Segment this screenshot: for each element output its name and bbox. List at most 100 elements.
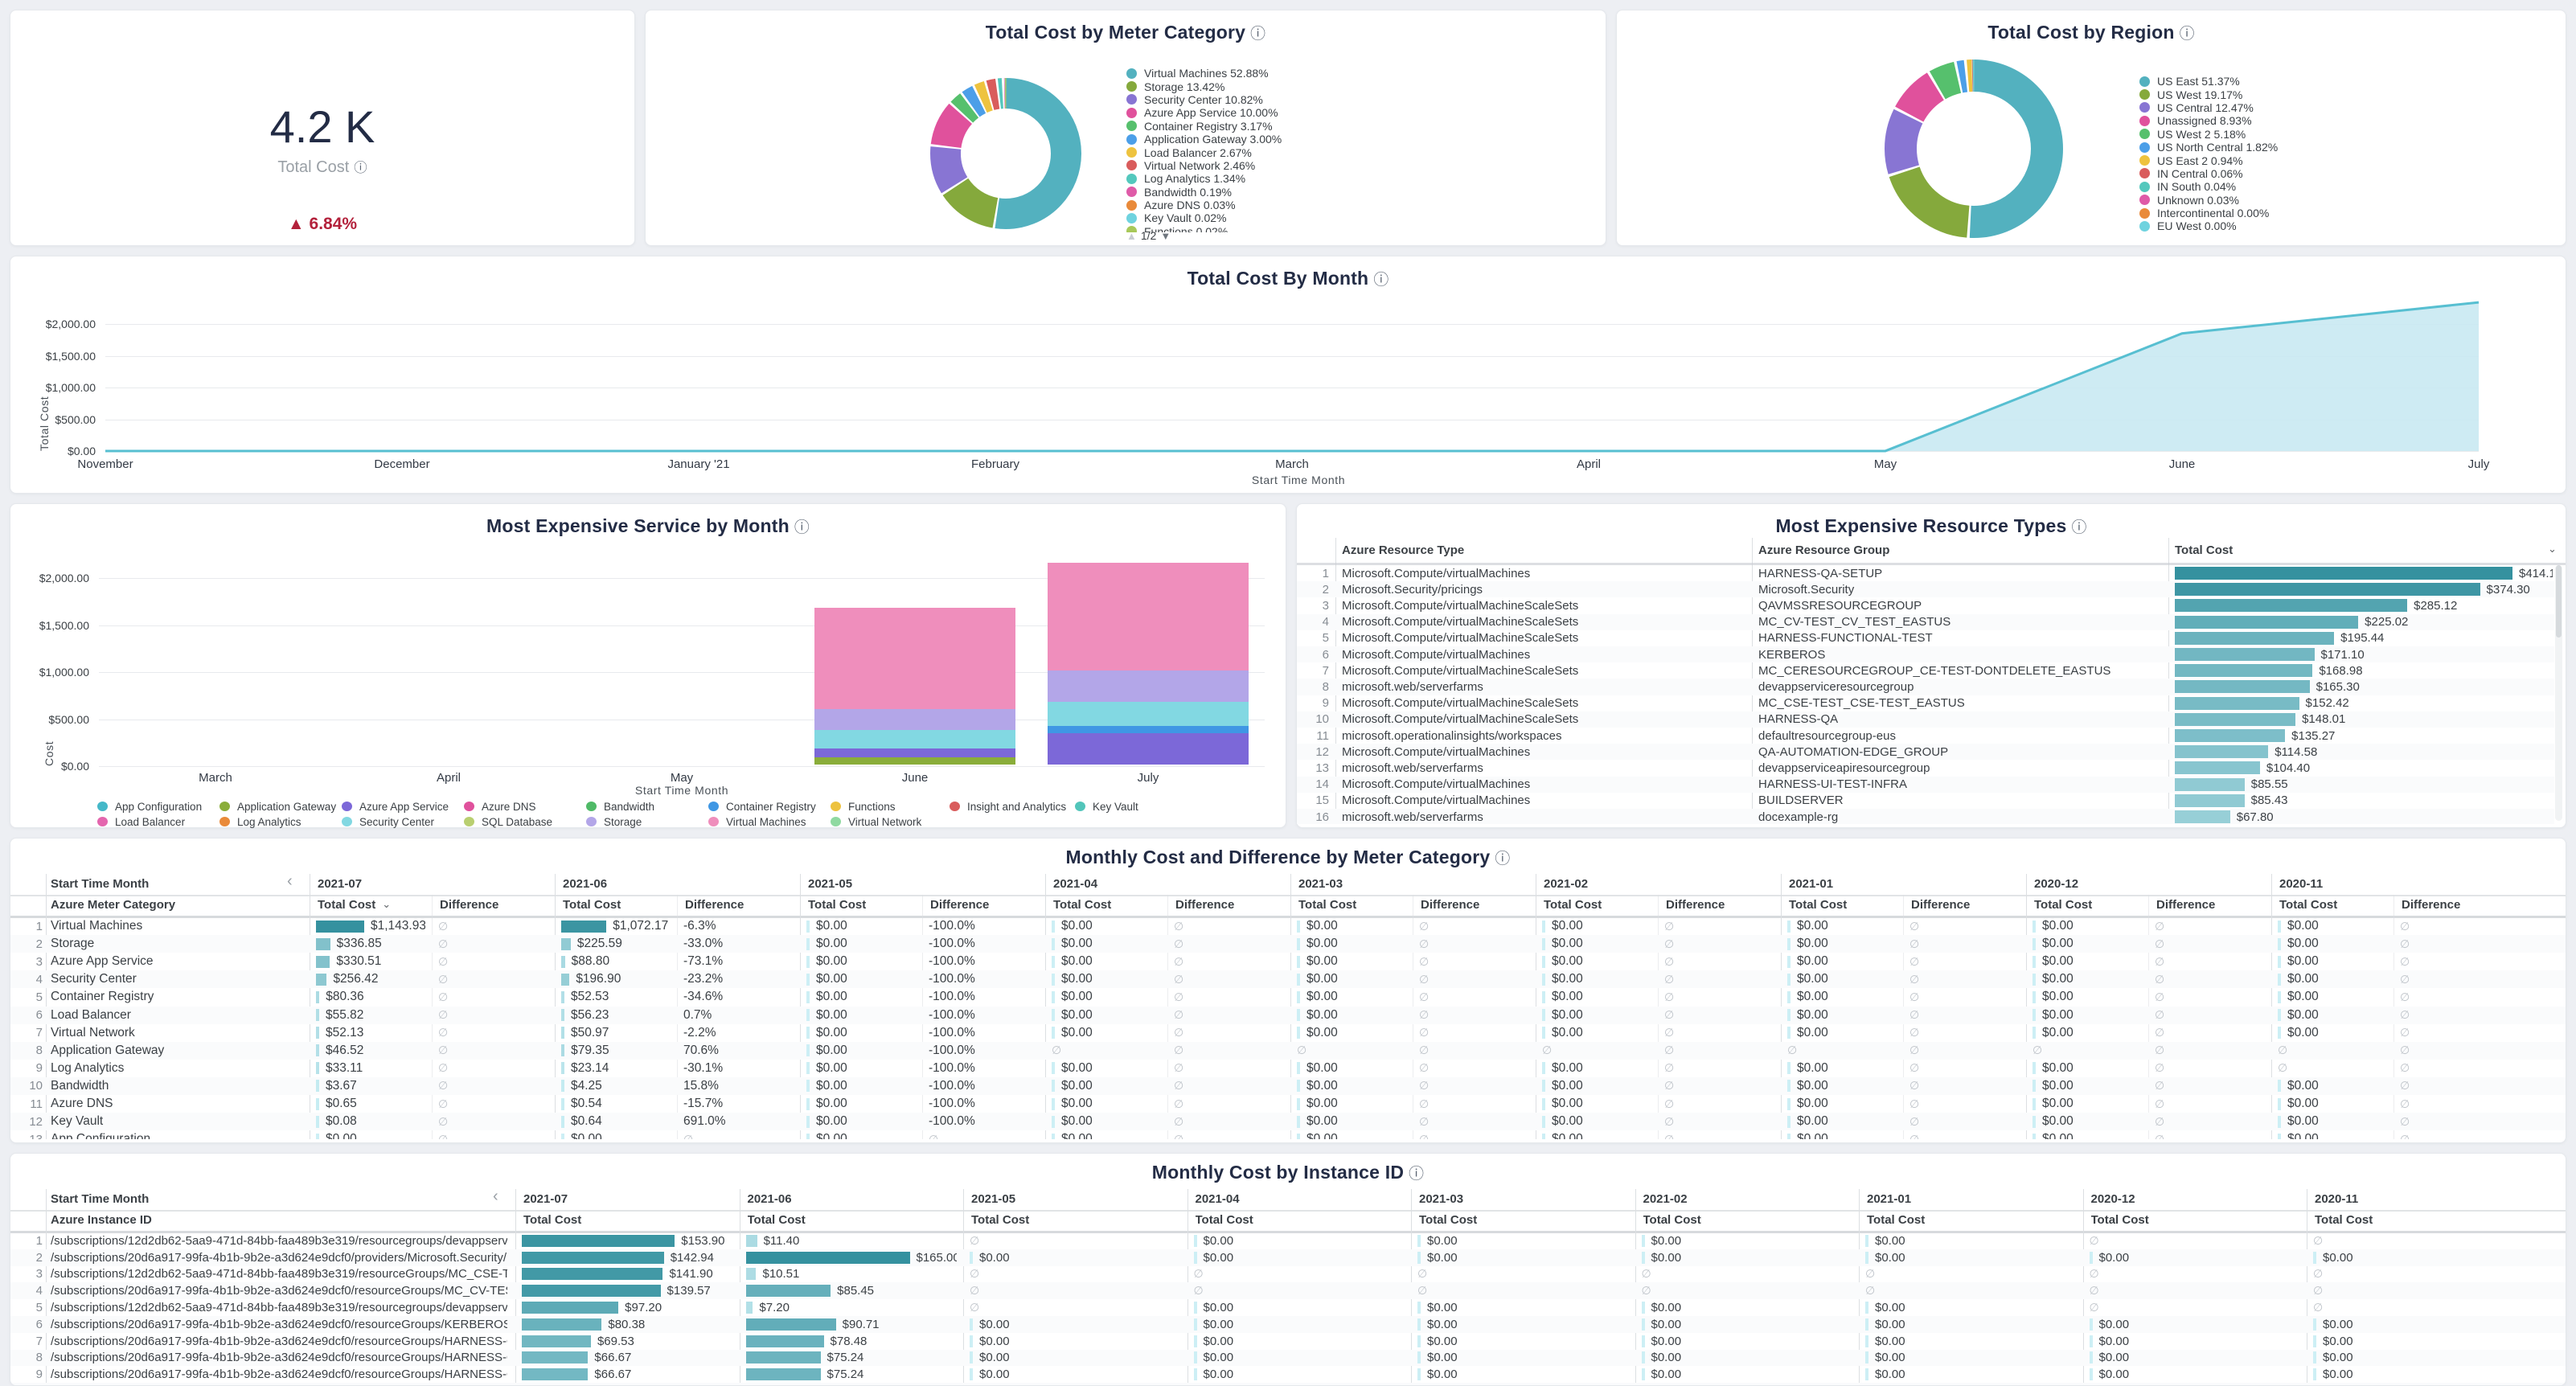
month-header-2021-02[interactable]: 2021-02 — [1544, 876, 1589, 891]
legend-item[interactable]: App Configuration — [97, 800, 202, 813]
month-header-2021-01[interactable]: 2021-01 — [1789, 876, 1834, 891]
table-row[interactable]: 13 App Configuration $0.00 ∅ $0.00 ∅ $0.00 ∅ $0.… — [10, 1130, 2566, 1139]
subcol-header-difference[interactable]: Difference — [1666, 897, 1725, 912]
table-row[interactable]: 12 Key Vault $0.08 ∅ $0.64 691.0% $0.00 -100.0%… — [10, 1113, 2566, 1131]
table-row[interactable]: 4/subscriptions/20d6a917-99fa-4b1b-9b2e-… — [10, 1282, 2566, 1300]
info-icon[interactable]: ⓘ — [2071, 519, 2087, 535]
month-header-2021-04[interactable]: 2021-04 — [1195, 1191, 1240, 1206]
legend-item[interactable]: US East 2 0.94% — [2139, 154, 2541, 167]
legend-item[interactable]: Security Center 10.82% — [1126, 93, 1577, 106]
subcol-header-total-cost[interactable]: Total Cost — [1419, 1212, 1478, 1227]
bar-segment-Storage[interactable] — [1048, 670, 1249, 702]
legend-item[interactable]: Functions 0.02% — [1126, 225, 1577, 232]
legend-item[interactable]: Log Analytics 1.34% — [1126, 172, 1577, 185]
table-row[interactable]: 6/subscriptions/20d6a917-99fa-4b1b-9b2e-… — [10, 1316, 2566, 1333]
table-row[interactable]: 7 Virtual Network $52.13 ∅ $50.97 -2.2% $0.00-… — [10, 1024, 2566, 1042]
info-icon[interactable]: ⓘ — [794, 519, 810, 535]
subcol-header-total-cost[interactable]: Total Cost — [1298, 897, 1357, 912]
legend-item[interactable]: Application Gateway 3.00% — [1126, 133, 1577, 146]
table-row[interactable]: 8 Application Gateway $46.52 ∅ $79.35 70.6% $0… — [10, 1041, 2566, 1060]
previous-months-button[interactable]: ‹ — [287, 872, 293, 890]
table-row[interactable]: 16 microsoft.web/serverfarms docexample-rg… — [1297, 809, 2554, 824]
table-row[interactable]: 9/subscriptions/20d6a917-99fa-4b1b-9b2e-… — [10, 1366, 2566, 1383]
legend-item[interactable]: SQL Database — [464, 815, 552, 828]
table-row[interactable]: 6 Microsoft.Compute/virtualMachines KERBER… — [1297, 646, 2554, 663]
subcol-header-total-cost[interactable]: Total Cost — [1544, 897, 1602, 912]
legend-item[interactable]: Bandwidth 0.19% — [1126, 186, 1577, 199]
table-row[interactable]: 12 Microsoft.Compute/virtualMachines QA-AU… — [1297, 744, 2554, 761]
table-row[interactable]: 15 Microsoft.Compute/virtualMachines BUILD… — [1297, 793, 2554, 809]
table-row[interactable]: 10/subscriptions/20d6a917-99fa-4b1b-9b2e… — [10, 1383, 2566, 1385]
subcol-header-total-cost[interactable]: Total Cost — [747, 1212, 806, 1227]
legend-item[interactable]: Key Vault — [1075, 800, 1138, 813]
subcol-header-total-cost[interactable]: Total Cost — [1643, 1212, 1701, 1227]
legend-item[interactable]: Intercontinental 0.00% — [2139, 207, 2541, 219]
info-icon[interactable]: ⓘ — [1373, 271, 1389, 288]
bar-segment-Azure App Service[interactable] — [814, 748, 1015, 757]
legend-item[interactable]: Azure DNS 0.03% — [1126, 199, 1577, 211]
subcol-header-difference[interactable]: Difference — [2156, 897, 2216, 912]
table-row[interactable]: 10 Bandwidth $3.67 ∅ $4.25 15.8% $0.00 -100.0% $… — [10, 1076, 2566, 1095]
legend-item[interactable]: Load Balancer — [97, 815, 185, 828]
donut-slice-Functions[interactable] — [930, 78, 1081, 229]
bar-segment-Container Registry[interactable] — [1048, 725, 1249, 734]
table-row[interactable]: 1 Microsoft.Compute/virtualMachines HARNES… — [1297, 565, 2554, 581]
legend-item[interactable]: US West 2 5.18% — [2139, 128, 2541, 141]
legend-item[interactable]: Virtual Network — [831, 815, 921, 828]
legend-item[interactable]: Azure DNS — [464, 800, 536, 813]
legend-item[interactable]: Container Registry 3.17% — [1126, 120, 1577, 133]
legend-item[interactable]: Bandwidth — [586, 800, 654, 813]
column-header-resource-group[interactable]: Azure Resource Group — [1758, 543, 1890, 557]
bar-segment-Security Center[interactable] — [1048, 701, 1249, 726]
month-header-2021-05[interactable]: 2021-05 — [808, 876, 853, 891]
legend-item[interactable]: Insight and Analytics — [950, 800, 1066, 813]
row-dimension-header[interactable]: Azure Meter Category — [51, 897, 176, 912]
month-header-2020-11[interactable]: 2020-11 — [2279, 876, 2324, 891]
legend-item[interactable]: US North Central 1.82% — [2139, 141, 2541, 154]
table-row[interactable]: 9 Log Analytics $33.11 ∅ $23.14 -30.1% $0.00 -1… — [10, 1060, 2566, 1077]
subcol-header-total-cost[interactable]: Total Cost — [2034, 897, 2093, 912]
legend-item[interactable]: Load Balancer 2.67% — [1126, 146, 1577, 159]
subcol-header-difference[interactable]: Difference — [930, 897, 990, 912]
month-header-2021-06[interactable]: 2021-06 — [747, 1191, 792, 1206]
table-row[interactable]: 7 Microsoft.Compute/virtualMachineScaleSe… — [1297, 662, 2554, 679]
subcol-header-total-cost[interactable]: Total Cost — [563, 897, 621, 912]
month-header-2020-12[interactable]: 2020-12 — [2034, 876, 2079, 891]
table-row[interactable]: 8 microsoft.web/serverfarms devappservicer… — [1297, 679, 2554, 695]
legend-item[interactable]: Virtual Machines 52.88% — [1126, 67, 1577, 80]
subcol-header-total-cost[interactable]: Total Cost — [1053, 897, 1112, 912]
legend-item[interactable]: Azure App Service 10.00% — [1126, 106, 1577, 119]
table-row[interactable]: 5 Microsoft.Compute/virtualMachineScaleSe… — [1297, 630, 2554, 646]
legend-item[interactable]: Virtual Network 2.46% — [1126, 159, 1577, 172]
subcol-header-total-cost[interactable]: Total Cost — [971, 1212, 1030, 1227]
subcol-header-total-cost[interactable]: Total Cost — [1867, 1212, 1926, 1227]
table-row[interactable]: 1/subscriptions/12d2db62-5aa9-471d-84bb-… — [10, 1232, 2566, 1249]
table-row[interactable]: 11 microsoft.operationalinsights/workspac… — [1297, 728, 2554, 744]
legend-item[interactable]: US West 19.17% — [2139, 88, 2541, 101]
month-header-2021-04[interactable]: 2021-04 — [1053, 876, 1098, 891]
donut-slice-US Central[interactable] — [1885, 59, 2063, 238]
table-row[interactable]: 4 Security Center $256.42 ∅ $196.90 -23.2% $0.… — [10, 970, 2566, 989]
bar-segment-Azure App Service[interactable] — [1048, 733, 1249, 765]
previous-months-button[interactable]: ‹ — [493, 1187, 498, 1205]
table-row[interactable]: 3 Azure App Service $330.51 ∅ $88.80 -73.1% $0… — [10, 953, 2566, 970]
sort-descending-icon[interactable]: ⌄ — [2548, 543, 2557, 555]
table-row[interactable]: 13 microsoft.web/serverfarms devappservice… — [1297, 760, 2554, 776]
month-header-2021-06[interactable]: 2021-06 — [563, 876, 608, 891]
subcol-header-total-cost[interactable]: Total Cost — [2315, 1212, 2373, 1227]
month-header-2021-05[interactable]: 2021-05 — [971, 1191, 1016, 1206]
info-icon[interactable]: ⓘ — [1409, 1165, 1425, 1182]
legend-item[interactable]: US East 51.37% — [2139, 75, 2541, 88]
bar-segment-Application Gateway[interactable] — [814, 757, 1015, 765]
bar-segment-Security Center[interactable] — [814, 730, 1015, 749]
table-row[interactable]: 2/subscriptions/20d6a917-99fa-4b1b-9b2e-… — [10, 1249, 2566, 1266]
month-header-2021-03[interactable]: 2021-03 — [1419, 1191, 1464, 1206]
table-row[interactable]: 11 Azure DNS $0.65 ∅ $0.54 -15.7% $0.00 -100.0%… — [10, 1095, 2566, 1113]
table-row[interactable]: 2 Microsoft.Security/pricings Microsoft.Se… — [1297, 581, 2554, 598]
donut-slice-EU West[interactable] — [1885, 59, 2063, 238]
table-row[interactable]: 10 Microsoft.Compute/virtualMachineScaleS… — [1297, 711, 2554, 728]
bar-segment-Virtual Machines[interactable] — [1048, 562, 1249, 670]
subcol-header-total-cost[interactable]: Total Cost — [808, 897, 867, 912]
legend-item[interactable]: IN Central 0.06% — [2139, 167, 2541, 180]
legend-item[interactable]: Container Registry — [708, 800, 816, 813]
